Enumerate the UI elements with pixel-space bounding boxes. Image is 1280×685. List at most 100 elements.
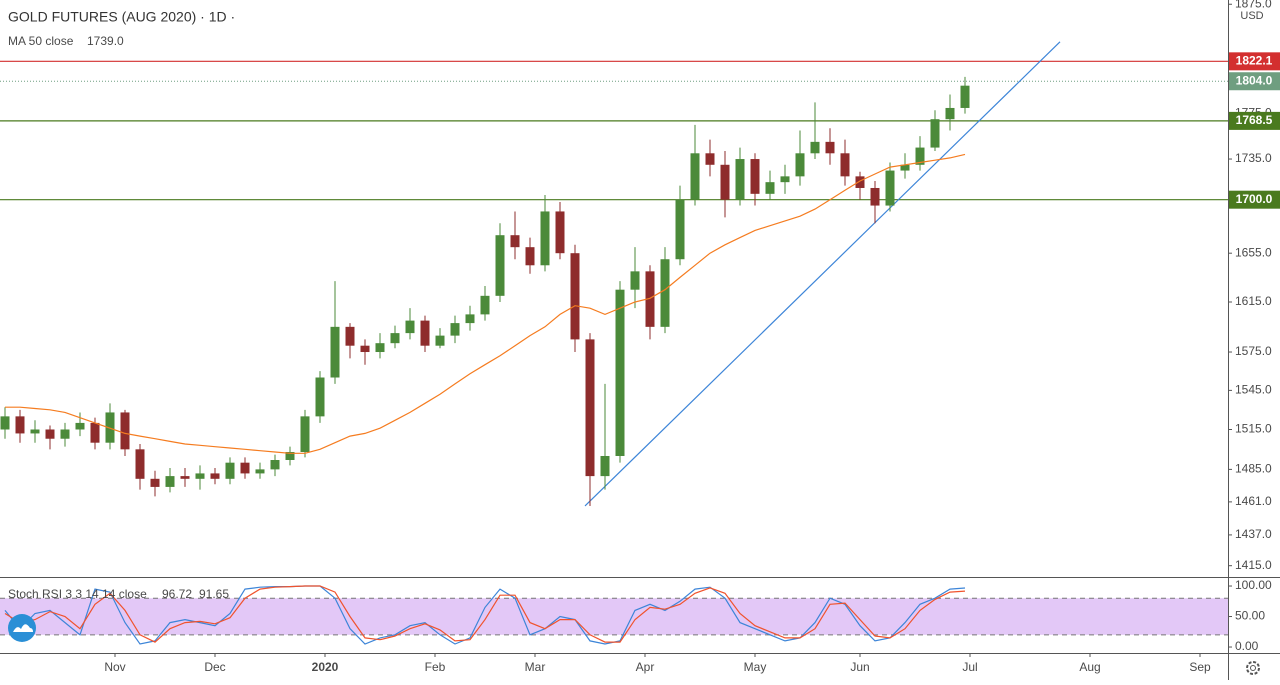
- level-label-box: [1229, 72, 1280, 91]
- candle-body: [585, 339, 595, 477]
- oscillator-d-value: 91.65: [199, 587, 229, 601]
- candle-body: [555, 211, 565, 254]
- trendline: [584, 41, 1061, 507]
- gear-center[interactable]: [1250, 665, 1256, 671]
- candle-body: [795, 153, 805, 177]
- candle-body: [840, 153, 850, 177]
- candle-body: [390, 333, 400, 344]
- oscillator-y-tick-label: 50.00: [1235, 609, 1265, 623]
- y-tick-label: 1575.0: [1235, 344, 1272, 358]
- candle-body: [120, 412, 130, 450]
- y-tick-label: 1615.0: [1235, 294, 1272, 308]
- x-tick-label: Aug: [1079, 660, 1100, 674]
- oscillator-y-tick-label: 0.00: [1235, 639, 1259, 653]
- candle-body: [735, 159, 745, 200]
- y-tick-label: 1515.0: [1235, 422, 1272, 436]
- y-tick-label: 1437.0: [1235, 527, 1272, 541]
- candle-body: [615, 289, 625, 456]
- y-tick-label: 1735.0: [1235, 151, 1272, 165]
- candle-body: [960, 85, 970, 108]
- candle-body: [0, 416, 10, 430]
- candle-body: [885, 170, 895, 206]
- candle-body: [225, 462, 235, 479]
- y-tick-label: 1545.0: [1235, 383, 1272, 397]
- candle-body: [750, 159, 760, 194]
- x-tick-label: Jul: [962, 660, 977, 674]
- candle-body: [645, 271, 655, 327]
- candle-body: [135, 449, 145, 479]
- candle-body: [870, 187, 880, 206]
- candle-body: [705, 153, 715, 165]
- currency-label: USD: [1240, 10, 1263, 22]
- level-label: 1700.0: [1236, 192, 1273, 206]
- candle-body: [570, 253, 580, 340]
- candle-body: [480, 295, 490, 315]
- candle-body: [240, 462, 250, 474]
- candle-body: [195, 473, 205, 479]
- oscillator-y-tick-label: 100.00: [1235, 578, 1272, 592]
- plot-area: [0, 41, 1228, 645]
- candle-body: [255, 469, 265, 474]
- oscillator-band: [0, 598, 1228, 635]
- logo-cloud[interactable]: [13, 624, 33, 632]
- level-label-box: [1229, 111, 1280, 130]
- logo[interactable]: [8, 614, 36, 642]
- candle-body: [720, 164, 730, 200]
- candle-body: [210, 473, 220, 479]
- oscillator-line: [4, 585, 966, 643]
- level-label: 1804.0: [1236, 73, 1273, 87]
- candle-body: [930, 119, 940, 148]
- level-label: 1768.5: [1236, 113, 1273, 127]
- level-label-box: [1229, 52, 1280, 71]
- x-tick-label: Apr: [636, 660, 655, 674]
- x-tick-label: May: [744, 660, 767, 674]
- x-tick-label: Nov: [104, 660, 125, 674]
- candle-body: [330, 326, 340, 378]
- oscillator-line: [4, 585, 966, 645]
- candle-body: [60, 429, 70, 439]
- candle-body: [165, 476, 175, 487]
- candle-body: [510, 235, 520, 248]
- x-tick-label: Feb: [425, 660, 446, 674]
- x-tick-label: Jun: [850, 660, 869, 674]
- oscillator-legend: Stoch RSI 3 3 14 14 close: [8, 587, 147, 601]
- candle-body: [90, 422, 100, 443]
- candle-body: [30, 429, 40, 434]
- candle-body: [900, 164, 910, 171]
- candle-body: [15, 416, 25, 434]
- oscillator-k-value: 96.72: [162, 587, 192, 601]
- candle-body: [360, 345, 370, 353]
- y-tick-label: 1875.0: [1235, 0, 1272, 10]
- y-tick-label: 1485.0: [1235, 462, 1272, 476]
- candle-body: [180, 476, 190, 479]
- candle-body: [315, 377, 325, 417]
- gear[interactable]: [1246, 661, 1260, 675]
- y-tick-label: 1655.0: [1235, 245, 1272, 259]
- candle-body: [765, 182, 775, 194]
- x-tick-label: Sep: [1189, 660, 1211, 674]
- candle-body: [540, 211, 550, 266]
- level-label: 1822.1: [1236, 54, 1273, 68]
- candle-body: [345, 326, 355, 346]
- candle-body: [495, 235, 505, 296]
- candle-body: [915, 147, 925, 165]
- chart-title: GOLD FUTURES (AUG 2020) · 1D ·: [8, 9, 235, 25]
- candle-body: [300, 416, 310, 452]
- x-tick-label: 2020: [312, 660, 339, 674]
- y-tick-label: 1415.0: [1235, 558, 1272, 572]
- candle-body: [660, 259, 670, 327]
- candle-body: [855, 176, 865, 188]
- settings-icon[interactable]: [1246, 661, 1260, 675]
- candle-body: [630, 271, 640, 290]
- candle-body: [150, 478, 160, 487]
- moving-average: [5, 153, 966, 454]
- y-tick-label: 1461.0: [1235, 494, 1272, 508]
- candle-body: [45, 429, 55, 439]
- candle-body: [285, 451, 295, 461]
- candle-body: [690, 153, 700, 200]
- ma-legend: MA 50 close: [8, 34, 74, 48]
- candle-body: [270, 460, 280, 470]
